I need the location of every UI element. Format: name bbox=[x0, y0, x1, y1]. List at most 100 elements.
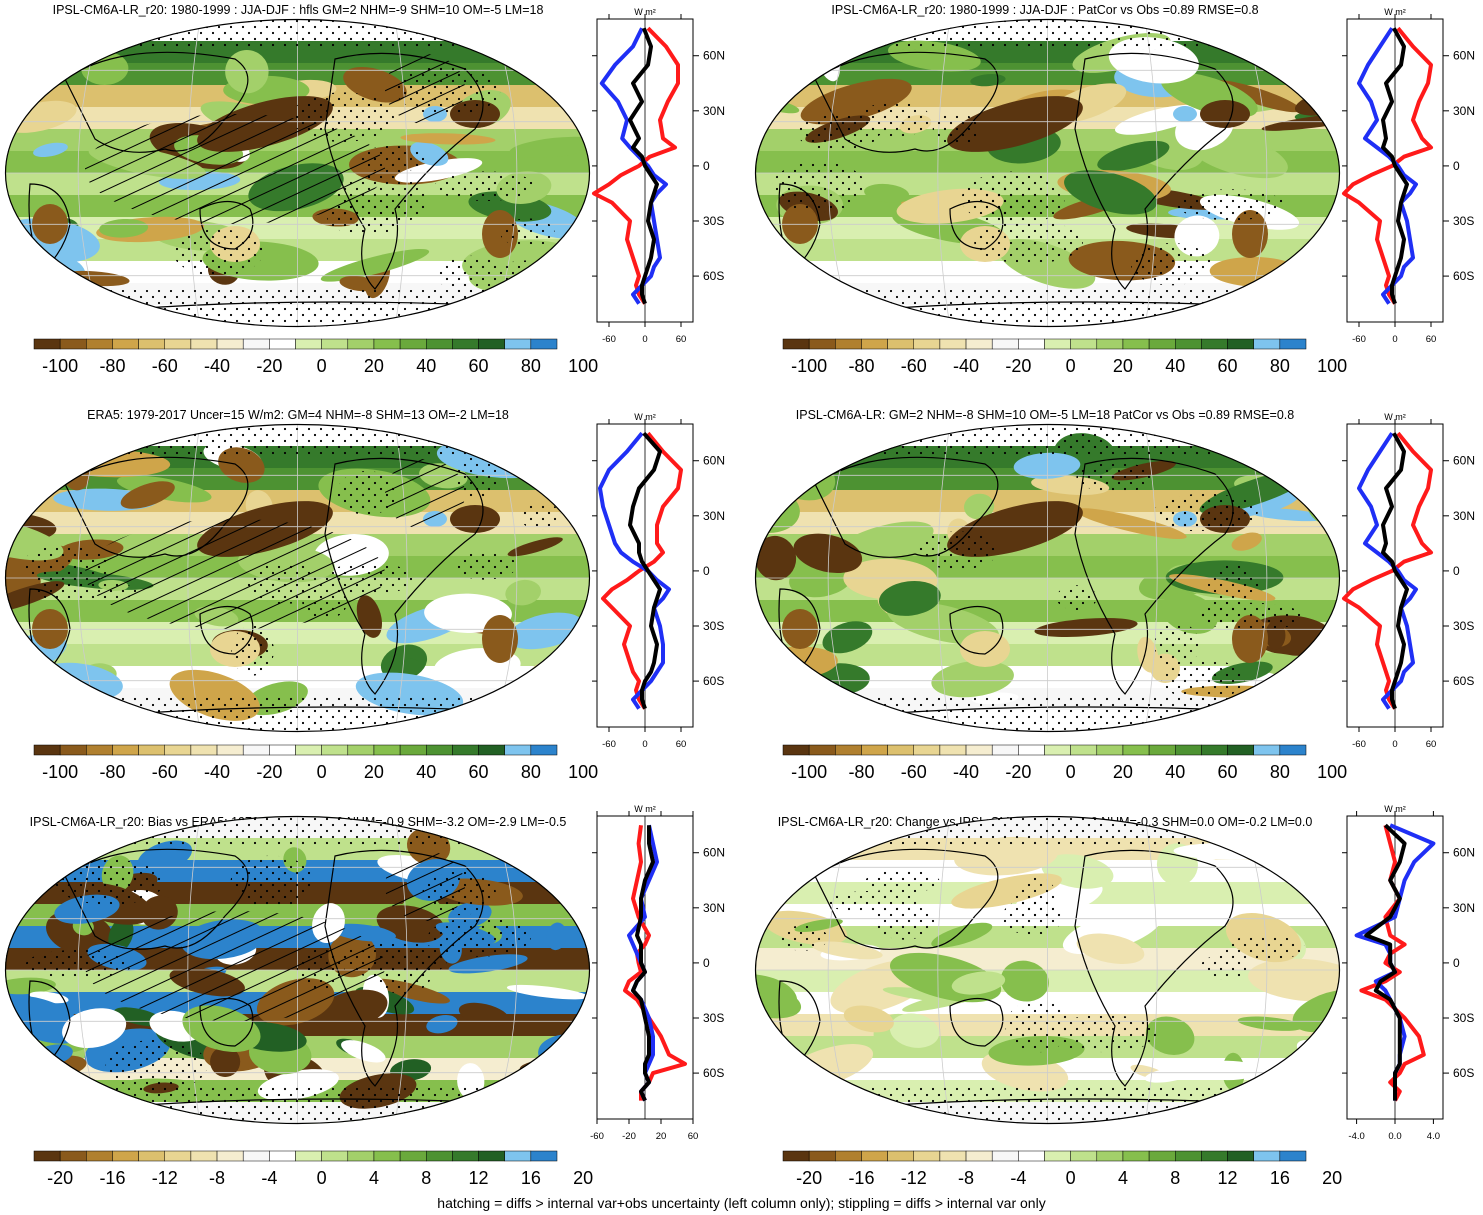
colorbar-swatch bbox=[190, 1150, 218, 1162]
colorbar-tick-label: 20 bbox=[1322, 1168, 1342, 1188]
colorbar-swatch bbox=[321, 1150, 349, 1162]
colorbar-swatch bbox=[808, 338, 836, 350]
colorbar-swatch bbox=[112, 744, 139, 756]
y-tick-label: 30N bbox=[1453, 509, 1475, 523]
colorbar-swatch bbox=[452, 744, 479, 756]
colorbar-swatch bbox=[269, 338, 296, 350]
colorbar-swatch bbox=[939, 1150, 967, 1162]
map bbox=[755, 19, 1340, 327]
colorbar-swatch bbox=[86, 338, 113, 350]
colorbar-swatch bbox=[530, 338, 558, 350]
colorbar-tick-label: -80 bbox=[848, 762, 874, 782]
colorbar-swatch bbox=[138, 338, 166, 350]
colorbar-swatch bbox=[242, 744, 270, 756]
colorbar-swatch bbox=[33, 1150, 61, 1162]
colorbar-swatch bbox=[835, 338, 862, 350]
colorbar-swatch bbox=[1018, 1150, 1045, 1162]
colorbar-swatch bbox=[887, 744, 914, 756]
colorbar-swatch bbox=[399, 1150, 427, 1162]
map bbox=[5, 19, 590, 327]
colorbar-swatch bbox=[59, 338, 87, 350]
colorbar-swatch bbox=[1227, 338, 1254, 350]
panel-title: IPSL-CM6A-LR_r20: 1980-1999 : JJA-DJF : … bbox=[831, 3, 1258, 17]
colorbar-swatch bbox=[1279, 744, 1307, 756]
colorbar-tick-label: -20 bbox=[256, 356, 282, 376]
colorbar-swatch bbox=[1096, 338, 1124, 350]
colorbar-swatch bbox=[478, 338, 505, 350]
colorbar-tick-label: 20 bbox=[1113, 762, 1133, 782]
colorbar-tick-label: 100 bbox=[1317, 356, 1347, 376]
colorbar: -100 -80 -60 -40 -20 0 20 40 60 80 100 bbox=[33, 744, 598, 782]
colorbar-swatch bbox=[269, 744, 296, 756]
colorbar-swatch bbox=[478, 1150, 505, 1162]
colorbar-swatch bbox=[965, 338, 993, 350]
y-tick-label: 0 bbox=[1453, 564, 1460, 578]
map-border bbox=[754, 815, 1341, 1125]
colorbar-swatch bbox=[1122, 1150, 1150, 1162]
y-tick-label: 60S bbox=[703, 1066, 724, 1080]
map-border bbox=[754, 18, 1341, 328]
panel-5: IPSL-CM6A-LR_r20: Bias vs ERA5: 1979-201… bbox=[4, 804, 725, 1188]
y-tick-label: 30S bbox=[1453, 214, 1474, 228]
colorbar-swatch bbox=[426, 338, 453, 350]
series-line-blue bbox=[598, 431, 671, 710]
colorbar-tick-label: 20 bbox=[573, 1168, 593, 1188]
colorbar-swatch bbox=[478, 744, 505, 756]
colorbar: -100 -80 -60 -40 -20 0 20 40 60 80 100 bbox=[33, 338, 598, 376]
x-tick-label: 60 bbox=[676, 739, 687, 750]
colorbar-tick-label: -40 bbox=[204, 356, 230, 376]
colorbar-swatch bbox=[965, 1150, 993, 1162]
colorbar-swatch bbox=[1201, 338, 1228, 350]
colorbar-tick-label: -100 bbox=[42, 356, 78, 376]
colorbar-tick-label: 60 bbox=[1218, 762, 1238, 782]
colorbar-swatch bbox=[1070, 1150, 1098, 1162]
colorbar-swatch bbox=[1227, 1150, 1254, 1162]
colorbar-swatch bbox=[1018, 338, 1045, 350]
colorbar-swatch bbox=[939, 338, 967, 350]
map-border bbox=[4, 423, 591, 733]
colorbar-swatch bbox=[808, 744, 836, 756]
colorbar-swatch bbox=[913, 338, 941, 350]
colorbar-tick-label: -40 bbox=[953, 762, 979, 782]
colorbar-swatch bbox=[991, 338, 1019, 350]
panel-6: IPSL-CM6A-LR_r20: Change vs IPSL-CM6A-LR… bbox=[754, 804, 1475, 1188]
colorbar-swatch bbox=[190, 744, 218, 756]
unit-label: W m² bbox=[1384, 804, 1406, 814]
series-line-red bbox=[1342, 26, 1433, 305]
series-line-red bbox=[1342, 431, 1433, 710]
colorbar-swatch bbox=[861, 1150, 888, 1162]
colorbar-swatch bbox=[426, 744, 453, 756]
x-tick-label: -60 bbox=[590, 1131, 604, 1142]
colorbar-tick-label: -100 bbox=[42, 762, 78, 782]
colorbar-swatch bbox=[504, 744, 532, 756]
panel-2: IPSL-CM6A-LR_r20: 1980-1999 : JJA-DJF : … bbox=[754, 3, 1475, 376]
colorbar-swatch bbox=[991, 744, 1019, 756]
colorbar-swatch bbox=[1044, 1150, 1071, 1162]
y-tick-label: 30S bbox=[1453, 1011, 1474, 1025]
colorbar-tick-label: 20 bbox=[364, 762, 384, 782]
colorbar-swatch bbox=[504, 338, 532, 350]
colorbar-swatch bbox=[835, 1150, 862, 1162]
colorbar-swatch bbox=[1279, 338, 1307, 350]
y-tick-label: 0 bbox=[1453, 159, 1460, 173]
colorbar-tick-label: 60 bbox=[469, 356, 489, 376]
colorbar-swatch bbox=[1044, 338, 1071, 350]
unit-label: W m² bbox=[634, 412, 656, 422]
colorbar-swatch bbox=[373, 1150, 401, 1162]
colorbar-swatch bbox=[164, 338, 192, 350]
y-tick-label: 30N bbox=[1453, 901, 1475, 915]
colorbar-tick-label: -60 bbox=[152, 762, 178, 782]
colorbar-swatch bbox=[242, 1150, 270, 1162]
colorbar-tick-label: -60 bbox=[901, 356, 927, 376]
x-tick-label: 0 bbox=[642, 334, 647, 345]
colorbar-swatch bbox=[887, 338, 914, 350]
colorbar-swatch bbox=[321, 744, 349, 756]
colorbar-swatch bbox=[138, 1150, 166, 1162]
colorbar-tick-label: -20 bbox=[796, 1168, 822, 1188]
unit-label: W m² bbox=[634, 7, 656, 17]
colorbar-tick-label: -20 bbox=[1005, 356, 1031, 376]
colorbar-tick-label: -80 bbox=[99, 356, 125, 376]
colorbar-swatch bbox=[321, 338, 349, 350]
colorbar: -20 -16 -12 -8 -4 0 4 8 12 16 20 bbox=[33, 1150, 593, 1188]
